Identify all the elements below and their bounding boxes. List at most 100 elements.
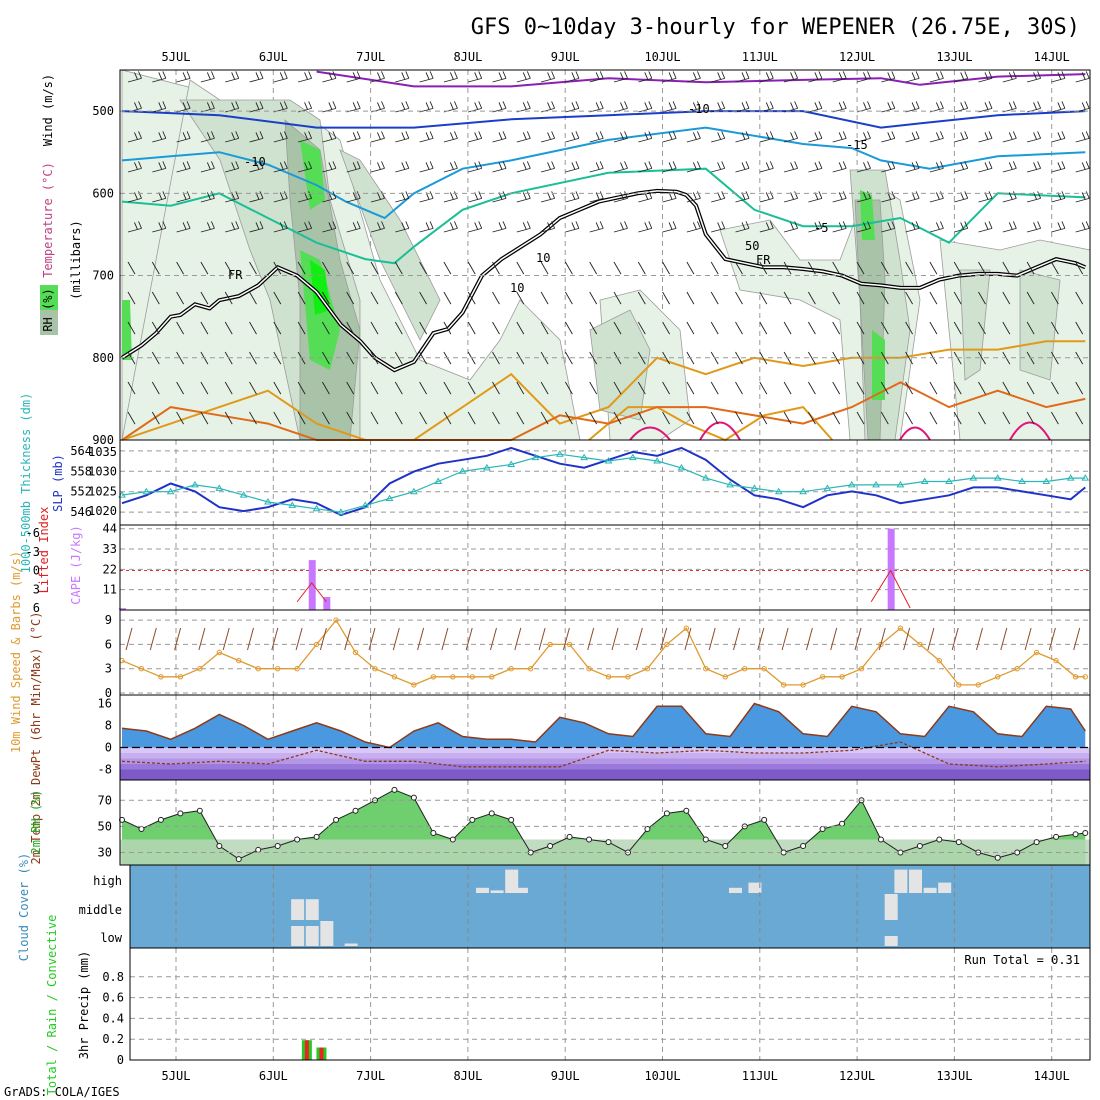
wind-barb — [467, 291, 476, 305]
wind-barb-flag — [1012, 221, 1017, 229]
wind-barb — [589, 77, 604, 83]
wind-barb-10m — [1000, 627, 1008, 651]
y-label-cape-group: CAPE (J/kg) — [69, 525, 83, 604]
wind-barb — [783, 167, 798, 173]
wind-barb — [735, 227, 750, 233]
wind-barb — [297, 167, 312, 173]
wind-barb — [686, 261, 695, 275]
wind-barb-flag — [940, 191, 944, 199]
rh-point — [235, 856, 242, 863]
wind-barb-flag — [842, 191, 847, 199]
wind-barb-flag — [429, 71, 434, 79]
wind-barb — [638, 77, 652, 83]
wind-speed-point — [586, 666, 592, 672]
wind-barb — [808, 411, 816, 425]
wind-barb-flag — [308, 71, 313, 79]
wind-barb-flag — [599, 131, 604, 139]
wind-barb-flag — [717, 222, 722, 230]
wind-barb-flag — [231, 132, 236, 140]
thickness-point — [191, 480, 199, 488]
wind-barb-flag — [498, 102, 503, 110]
wind-barb — [686, 167, 701, 173]
wind-barb — [1051, 137, 1066, 143]
wind-barb-flag — [644, 162, 649, 170]
wind-barb-flag — [595, 192, 600, 200]
wind-barb — [468, 77, 482, 83]
wind-barb — [808, 261, 816, 275]
wind-barb — [686, 227, 701, 233]
series-line — [121, 453, 1086, 513]
wind-barb-flag — [235, 131, 240, 139]
wind-barb — [297, 261, 306, 275]
wind-barb-flag — [692, 162, 697, 170]
wind-barb-flag — [571, 162, 576, 170]
wind-barb-10m — [271, 627, 279, 651]
wind-speed-point — [255, 666, 261, 672]
wind-barb — [954, 107, 968, 113]
wind-barb-flag — [984, 222, 989, 230]
thickness-point — [653, 457, 662, 464]
wind-barb-flag — [818, 191, 823, 199]
wind-barb-flag — [283, 71, 288, 79]
wind-barb-flag — [449, 192, 454, 200]
wind-barb — [589, 351, 598, 365]
wind-barb — [880, 411, 889, 425]
wind-barb — [176, 227, 191, 233]
wind-barb — [638, 197, 652, 203]
wind-barb — [152, 167, 166, 173]
rh-shading — [959, 269, 991, 381]
thickness-point — [312, 504, 321, 512]
freezing-level-label: FR — [228, 268, 243, 282]
wind-barb-flag — [1057, 102, 1062, 110]
wind-barb — [662, 381, 670, 395]
wind-barb — [492, 411, 500, 425]
wind-barb-flag — [474, 132, 479, 140]
wind-speed-point — [450, 674, 456, 680]
wind-barb — [1051, 381, 1059, 395]
wind-barb — [322, 197, 337, 203]
thickness-point — [531, 453, 540, 461]
wind-barb — [540, 167, 555, 173]
wind-barb — [929, 411, 938, 425]
wind-barb-10m — [125, 627, 133, 651]
wind-barb-flag — [721, 131, 726, 139]
wind-barb — [540, 197, 555, 203]
wind-barb — [735, 77, 750, 83]
wind-barb — [880, 351, 889, 365]
wind-barb — [929, 227, 944, 233]
wind-barb — [370, 227, 385, 233]
wind-barb — [540, 77, 555, 83]
wind-barb-flag — [842, 161, 847, 169]
thickness-point — [920, 477, 929, 484]
wind-barb — [176, 261, 184, 275]
wind-barb — [856, 321, 865, 335]
wind-barb — [176, 291, 184, 305]
slp-tick-label: 1035 — [88, 445, 117, 459]
wind-barb-flag — [259, 131, 264, 139]
rh-point — [936, 836, 943, 843]
wind-barb — [467, 261, 476, 275]
wind-barb-flag — [1037, 221, 1042, 229]
wind-barb — [176, 411, 184, 425]
panel-frame — [129, 947, 1091, 1061]
wind-barb — [152, 107, 166, 113]
wind-barb-flag — [887, 132, 892, 140]
wind-barb-flag — [231, 222, 236, 230]
wind-barb-flag — [551, 221, 556, 229]
wind-barb-flag — [575, 131, 580, 139]
wind-barb-flag — [454, 71, 458, 79]
wind-barb — [419, 137, 434, 143]
wind-speed-point — [274, 666, 281, 672]
temp-band-cold — [120, 764, 1090, 770]
wind-barb-10m — [733, 627, 740, 651]
wind-barb-flag — [332, 131, 337, 139]
wind-barb-10m — [222, 627, 230, 651]
wind-speed-point — [1072, 674, 1079, 680]
wind-barb — [1075, 167, 1090, 173]
wind-barb — [954, 137, 968, 143]
wind-barb — [1051, 411, 1059, 425]
rh-point — [761, 816, 768, 823]
wind-barb-flag — [915, 71, 920, 79]
wind-barb-flag — [794, 71, 799, 79]
thickness-point — [1066, 474, 1075, 481]
